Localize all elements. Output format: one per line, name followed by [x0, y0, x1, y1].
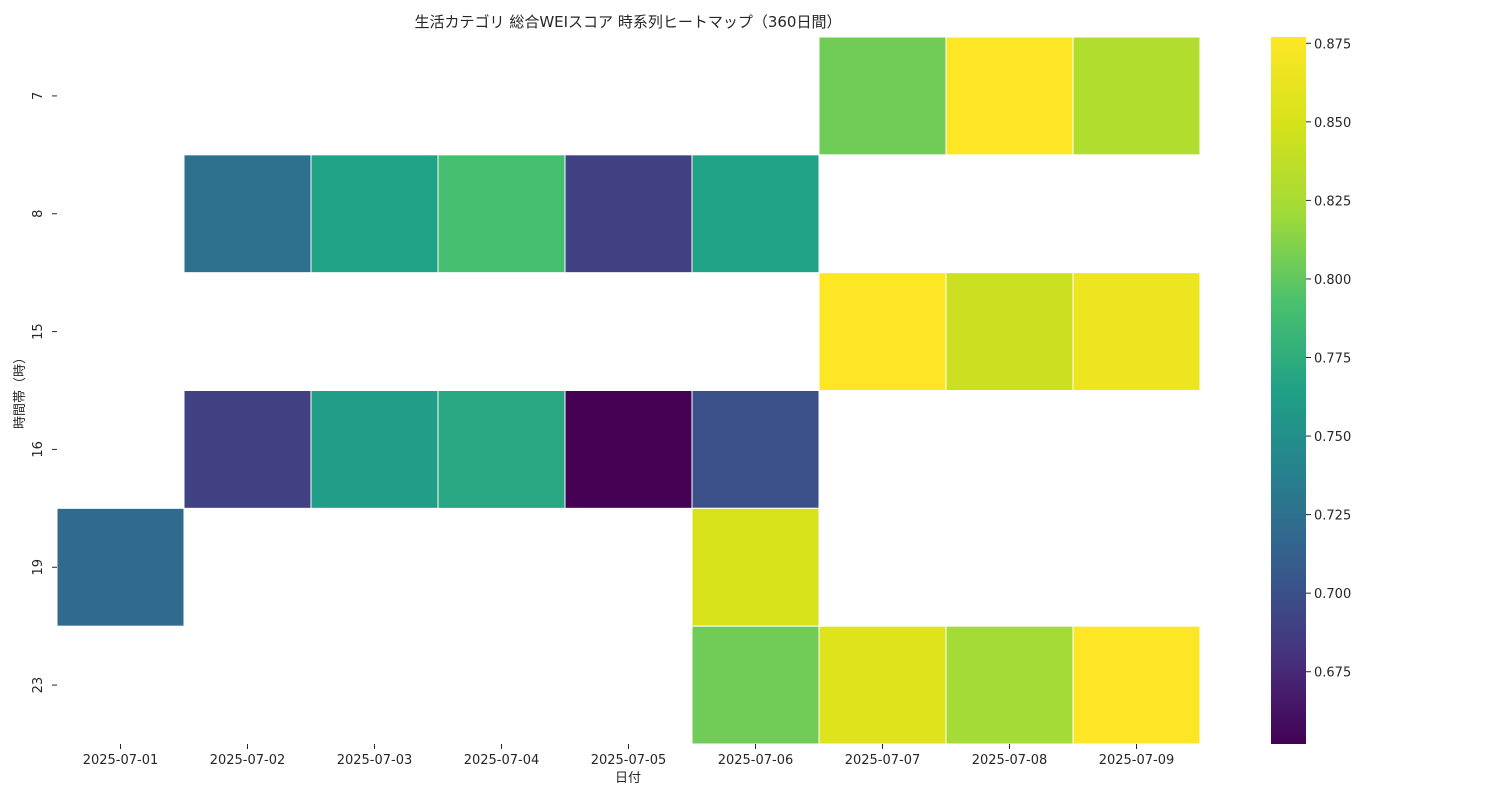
y-axis-label: 時間帯（時）: [13, 351, 28, 429]
colorbar-tick-label: 0.775: [1314, 352, 1351, 367]
x-tick-label: 2025-07-04: [464, 753, 540, 768]
y-tick-label: 7: [31, 92, 46, 100]
heatmap-cell: [691, 625, 820, 745]
heatmap-cell: [691, 507, 820, 627]
colorbar-tick-label: 0.875: [1314, 37, 1351, 52]
colorbar-tick-label: 0.850: [1314, 116, 1351, 131]
y-tick-label: 16: [31, 441, 46, 458]
colorbar-tick-label: 0.700: [1314, 587, 1351, 602]
heatmap-cell: [1072, 272, 1201, 391]
y-tick-label: 23: [31, 677, 46, 694]
x-tick-label: 2025-07-02: [210, 753, 286, 768]
x-tick-label: 2025-07-01: [83, 753, 159, 768]
heatmap-cell: [564, 390, 693, 509]
heatmap-cell: [310, 390, 439, 509]
heatmap-cell: [183, 154, 312, 274]
colorbar-tick-label: 0.825: [1314, 194, 1351, 209]
x-tick-label: 2025-07-03: [337, 753, 413, 768]
heatmap-cell: [818, 272, 947, 391]
colorbar: 0.675 0.700 0.725 0.750 0.775 0.800 0.825 0.850…: [1271, 37, 1351, 744]
heatmap-cell: [1072, 36, 1201, 156]
heatmap-cell: [945, 36, 1074, 156]
y-tick-label: 8: [31, 210, 46, 218]
heatmap-cell: [1072, 625, 1201, 745]
heatmap-cell: [183, 390, 312, 509]
colorbar-tick-label: 0.750: [1314, 430, 1351, 445]
chart-title: 生活カテゴリ 総合WEIスコア 時系列ヒートマップ（360日間）: [415, 13, 842, 31]
heatmap-cell: [945, 625, 1074, 745]
colorbar-gradient: [1271, 37, 1306, 744]
x-tick-label: 2025-07-09: [1099, 753, 1175, 768]
colorbar-tick-label: 0.725: [1314, 509, 1351, 524]
x-axis: 2025-07-01 2025-07-02 2025-07-03 2025-07-04…: [83, 744, 1175, 768]
x-tick-label: 2025-07-06: [718, 753, 794, 768]
heatmap-cell: [437, 154, 566, 274]
x-axis-label: 日付: [615, 771, 641, 786]
x-tick-label: 2025-07-08: [972, 753, 1048, 768]
heatmap-cell: [56, 507, 185, 627]
heatmap-cell: [691, 154, 820, 274]
y-tick-label: 19: [31, 559, 46, 576]
x-tick-label: 2025-07-07: [845, 753, 921, 768]
heatmap-cell: [691, 390, 820, 509]
heatmap-cell: [310, 154, 439, 274]
y-axis: 7 8 15 16 19 23: [31, 92, 57, 694]
y-tick-label: 15: [31, 323, 46, 340]
x-tick-label: 2025-07-05: [591, 753, 667, 768]
heatmap-cell: [818, 625, 947, 745]
heatmap-cells: [56, 36, 1201, 745]
heatmap-cell: [564, 154, 693, 274]
colorbar-tick-label: 0.675: [1314, 666, 1351, 681]
heatmap-cell: [437, 390, 566, 509]
heatmap-cell: [818, 36, 947, 156]
colorbar-tick-label: 0.800: [1314, 273, 1351, 288]
heatmap-cell: [945, 272, 1074, 391]
